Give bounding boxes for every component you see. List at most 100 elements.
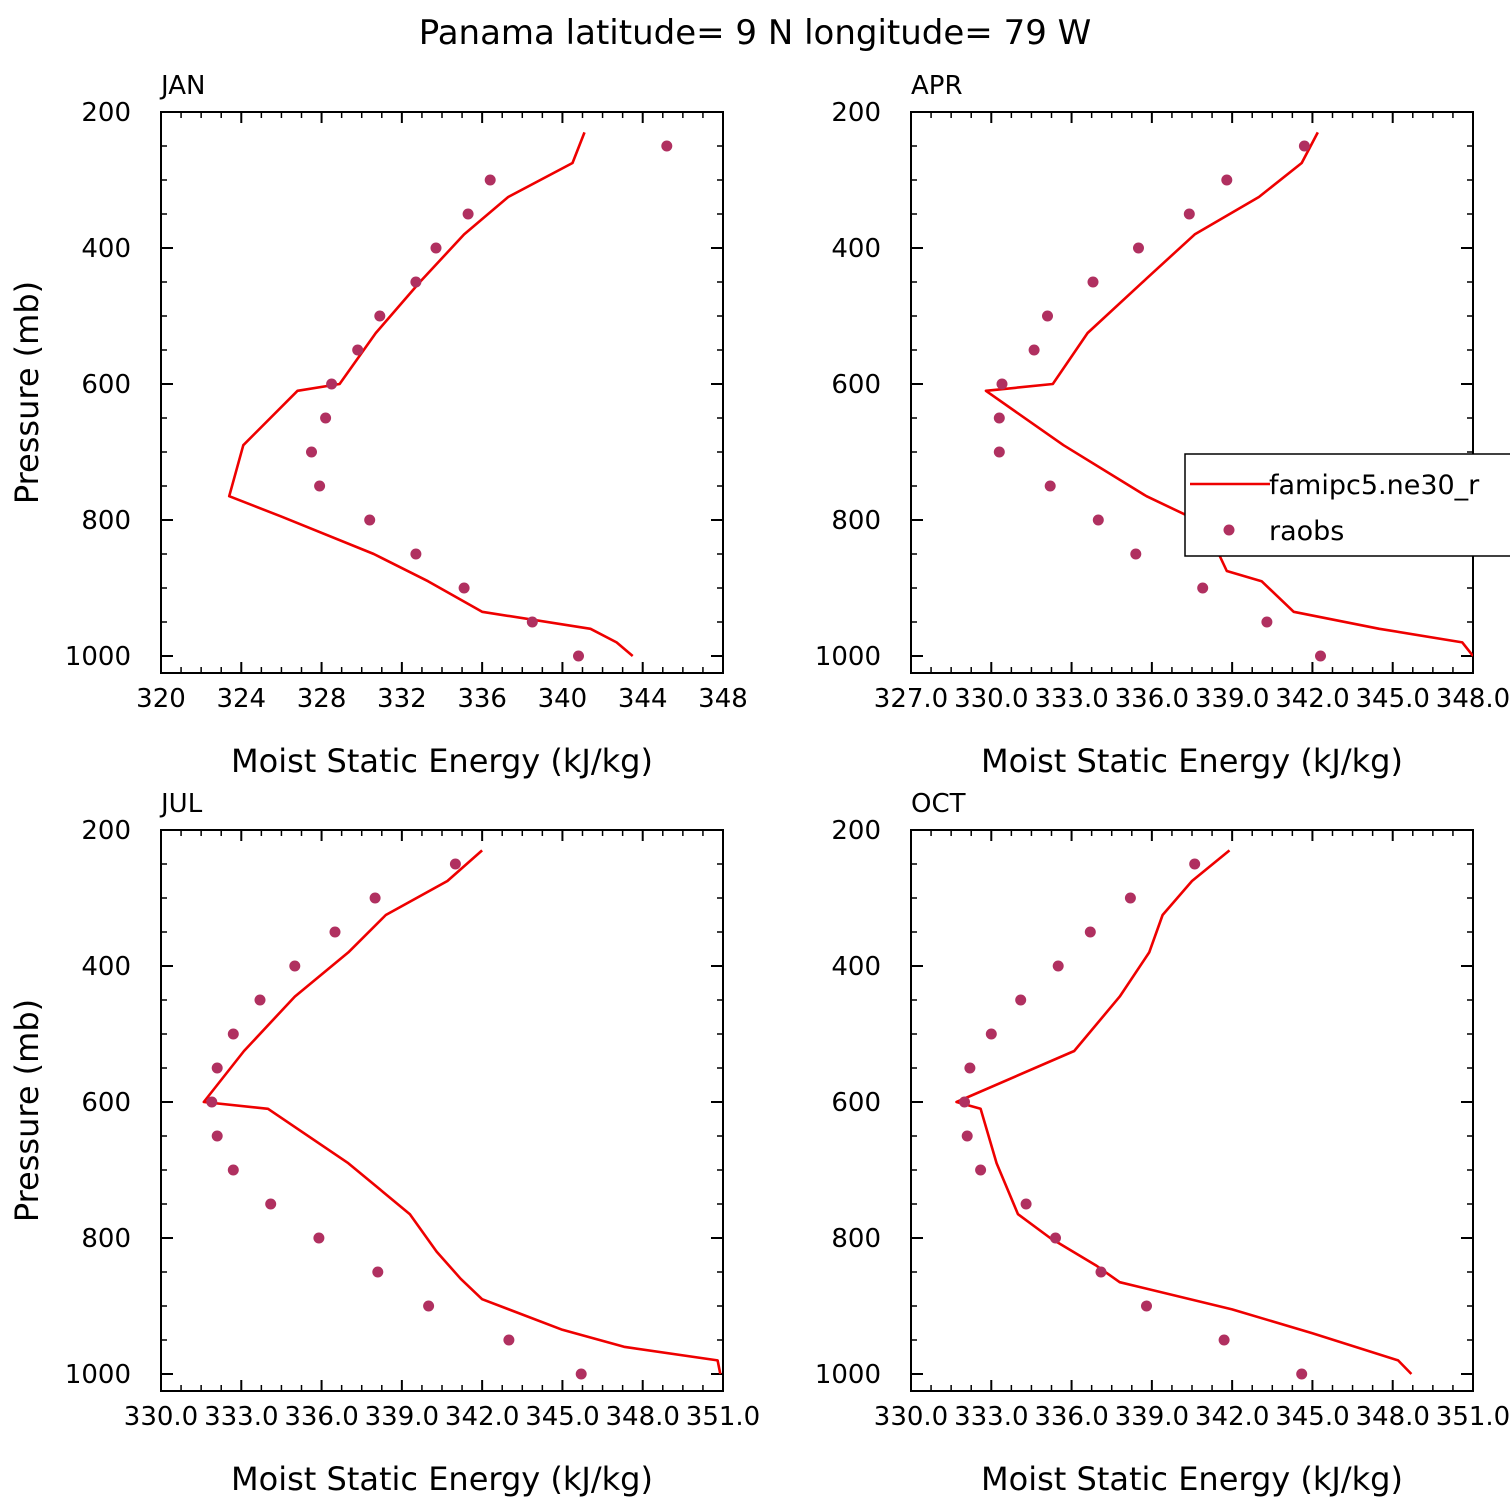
obs-point <box>484 174 496 186</box>
obs-point <box>1296 1368 1308 1380</box>
obs-point <box>265 1198 277 1210</box>
x-tick-label: 342.0 <box>445 1402 519 1432</box>
obs-point <box>1020 1198 1032 1210</box>
obs-point <box>289 960 301 972</box>
obs-point <box>985 1028 997 1040</box>
y-axis-label: Pressure (mb) <box>8 281 46 504</box>
x-tick-label: 336.0 <box>1034 1402 1108 1432</box>
legend-dot-swatch <box>1223 524 1235 536</box>
obs-point <box>1044 480 1056 492</box>
y-tick-label: 800 <box>81 1224 131 1254</box>
obs-point <box>993 446 1005 458</box>
obs-point <box>1042 310 1053 322</box>
obs-point <box>326 378 338 390</box>
x-tick-label: 348.0 <box>605 1402 679 1432</box>
y-tick-label: 800 <box>831 1224 881 1254</box>
x-axis-label: Moist Static Energy (kJ/kg) <box>231 742 653 780</box>
obs-point <box>369 892 381 904</box>
y-tick-label: 600 <box>81 1088 131 1118</box>
panel-oct: OCT 330.0 333.0 336.0 339.0 342.0 345.0 348.0 35… <box>815 789 1510 1498</box>
obs-point <box>1052 960 1064 972</box>
y-tick-label: 200 <box>831 816 881 846</box>
obs-point <box>1197 582 1209 594</box>
x-axis-label: Moist Static Energy (kJ/kg) <box>981 1460 1403 1498</box>
x-tick-label: 348.0 <box>1355 1402 1429 1432</box>
x-tick-label: 345.0 <box>1355 684 1429 714</box>
y-tick-label: 600 <box>81 370 131 400</box>
obs-point <box>410 276 422 288</box>
x-tick-label: 333.0 <box>204 1402 278 1432</box>
x-axis-label: Moist Static Energy (kJ/kg) <box>981 742 1403 780</box>
obs-point <box>993 412 1005 424</box>
obs-point <box>1189 858 1201 870</box>
obs-point <box>1087 276 1099 288</box>
x-tick-label: 333.0 <box>954 1402 1028 1432</box>
x-tick-label: 339.0 <box>1195 684 1269 714</box>
obs-point <box>211 1130 223 1142</box>
obs-point <box>1084 926 1096 938</box>
obs-point <box>227 1164 239 1176</box>
y-tick-label: 400 <box>81 234 131 264</box>
obs-point <box>1028 344 1040 356</box>
x-tick-label: 345.0 <box>525 1402 599 1432</box>
obs-point <box>211 1062 223 1074</box>
obs-point <box>1095 1266 1107 1278</box>
x-tick-label: 351.0 <box>1436 1402 1510 1432</box>
y-axis-label: Pressure (mb) <box>8 999 46 1222</box>
y-tick-label: 1000 <box>815 642 881 672</box>
x-tick-label: 328 <box>297 684 347 714</box>
panel-apr: APR 327.0 330.0 333.0 336.0 339.0 342.0 345.0 34… <box>815 71 1510 780</box>
x-tick-label: 340 <box>538 684 588 714</box>
obs-point <box>996 378 1008 390</box>
obs-point <box>306 446 317 458</box>
model-line <box>202 849 722 1375</box>
obs-point <box>959 1096 970 1108</box>
obs-point <box>573 650 584 662</box>
figure-title: Panama latitude= 9 N longitude= 79 W <box>419 13 1092 53</box>
x-tick-label: 336.0 <box>284 1402 358 1432</box>
panel-title: JUL <box>159 789 203 819</box>
plot-frame <box>910 111 1474 674</box>
y-tick-label: 1000 <box>65 1360 131 1390</box>
x-tick-label: 342.0 <box>1195 1402 1269 1432</box>
obs-point <box>1218 1334 1230 1346</box>
model-line <box>955 849 1413 1375</box>
x-tick-label: 336.0 <box>1115 684 1189 714</box>
obs-point <box>372 1266 384 1278</box>
obs-point <box>458 582 470 594</box>
plot-frame <box>160 829 724 1392</box>
obs-point <box>1298 140 1310 152</box>
obs-point <box>964 1062 976 1074</box>
obs-point <box>320 412 332 424</box>
x-tick-label: 330.0 <box>874 1402 948 1432</box>
legend-label: famipc5.ne30_r <box>1269 470 1480 501</box>
obs-point <box>1092 514 1104 526</box>
obs-point <box>364 514 376 526</box>
y-tick-label: 400 <box>81 952 131 982</box>
x-tick-label: 339.0 <box>1115 1402 1189 1432</box>
obs-point <box>313 1232 325 1244</box>
y-tick-label: 400 <box>831 234 881 264</box>
plot-area <box>202 849 722 1380</box>
obs-point <box>1124 892 1136 904</box>
x-tick-label: 332 <box>377 684 427 714</box>
obs-point <box>410 548 422 560</box>
x-tick-label: 342.0 <box>1275 684 1349 714</box>
x-tick-label: 333.0 <box>1034 684 1108 714</box>
obs-point <box>1183 208 1195 220</box>
obs-point <box>526 616 538 628</box>
obs-point <box>1130 548 1142 560</box>
obs-point <box>1133 242 1144 254</box>
y-tick-label: 200 <box>81 816 131 846</box>
x-tick-label: 348.0 <box>1436 684 1510 714</box>
obs-point <box>1315 650 1326 662</box>
plot-area <box>955 849 1413 1380</box>
legend-box <box>1184 453 1510 557</box>
obs-point <box>430 242 442 254</box>
x-tick-label: 339.0 <box>365 1402 439 1432</box>
model-line <box>227 131 634 657</box>
plot-frame <box>910 829 1474 1392</box>
y-tick-label: 800 <box>81 506 131 536</box>
panel-title: OCT <box>911 789 966 819</box>
